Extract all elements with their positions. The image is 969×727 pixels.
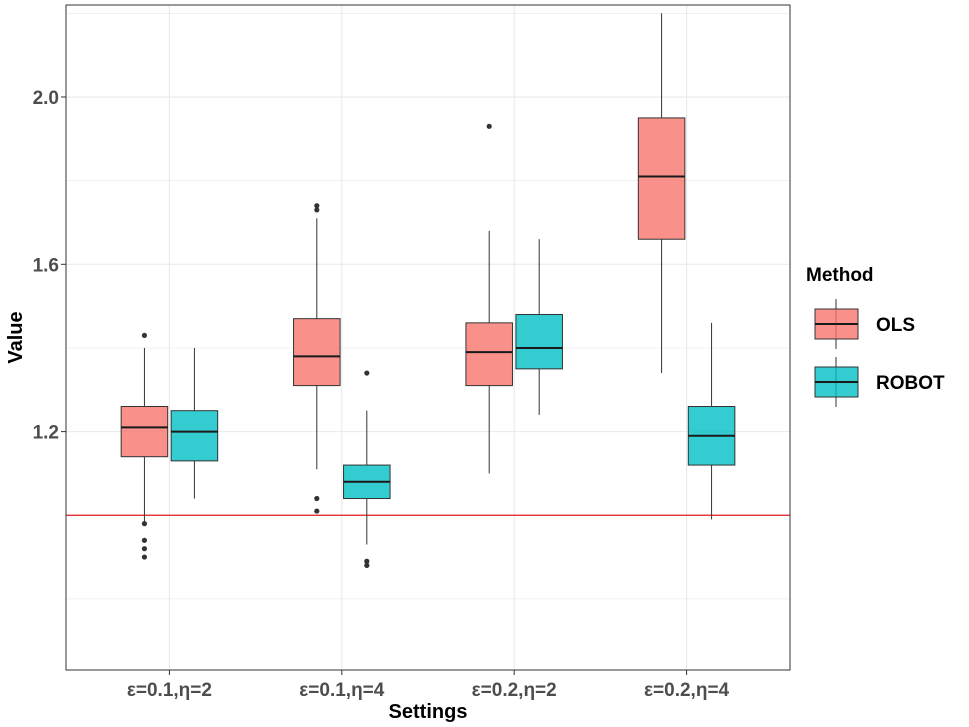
x-tick-label: ε=0.1,η=2 xyxy=(127,680,212,701)
y-tick-label: 1.2 xyxy=(33,423,59,444)
box-ols-2 xyxy=(465,123,513,474)
x-tick-label: ε=0.1,η=4 xyxy=(299,680,385,701)
x-axis-title: Settings xyxy=(389,701,468,723)
legend-label: OLS xyxy=(876,315,915,336)
iqr-box xyxy=(120,406,169,458)
outlier-point xyxy=(141,554,148,560)
panel-border xyxy=(65,4,791,671)
iqr-box xyxy=(465,322,513,387)
box-robot-1 xyxy=(343,370,391,569)
outlier-point xyxy=(364,370,370,376)
outlier-point xyxy=(314,495,320,502)
legend-items: OLS ROBOT xyxy=(814,299,945,407)
outlier-point xyxy=(141,521,148,527)
grid-layer xyxy=(66,5,790,670)
legend-item-robot: ROBOT xyxy=(814,357,945,407)
legend-label: ROBOT xyxy=(876,373,945,394)
outlier-point xyxy=(141,546,148,552)
box-layer xyxy=(120,13,736,569)
outlier-point xyxy=(141,332,148,339)
outlier-point xyxy=(486,123,492,129)
y-axis-title: Value xyxy=(5,311,27,363)
box-robot-0 xyxy=(170,347,219,499)
legend-item-ols: OLS xyxy=(814,299,915,349)
outlier-point xyxy=(314,203,320,209)
iqr-box xyxy=(515,313,563,370)
iqr-box xyxy=(293,318,341,387)
legend: Method OLS ROBOT xyxy=(806,265,945,407)
iqr-box xyxy=(170,410,219,462)
y-tick-label: 2.0 xyxy=(33,88,59,109)
box-ols-3 xyxy=(637,13,686,374)
box-ols-1 xyxy=(293,203,341,514)
legend-title: Method xyxy=(806,265,874,286)
outlier-point xyxy=(364,562,370,569)
box-robot-2 xyxy=(515,239,563,415)
axis-layer: 1.2 1.6 2.0 ε=0.1,η=2 ε=0.1,η=4 ε=0.2,η=2 ε=0.… xyxy=(33,88,730,701)
box-robot-3 xyxy=(687,322,736,520)
outlier-point xyxy=(364,558,370,564)
x-tick-label: ε=0.2,η=2 xyxy=(472,680,557,701)
iqr-box xyxy=(637,117,686,240)
y-tick-label: 1.6 xyxy=(33,255,59,276)
x-tick-label: ε=0.2,η=4 xyxy=(644,680,730,701)
outlier-point xyxy=(141,537,148,543)
outlier-point xyxy=(314,508,320,514)
outlier-point xyxy=(314,207,320,213)
box-ols-0 xyxy=(120,332,169,560)
